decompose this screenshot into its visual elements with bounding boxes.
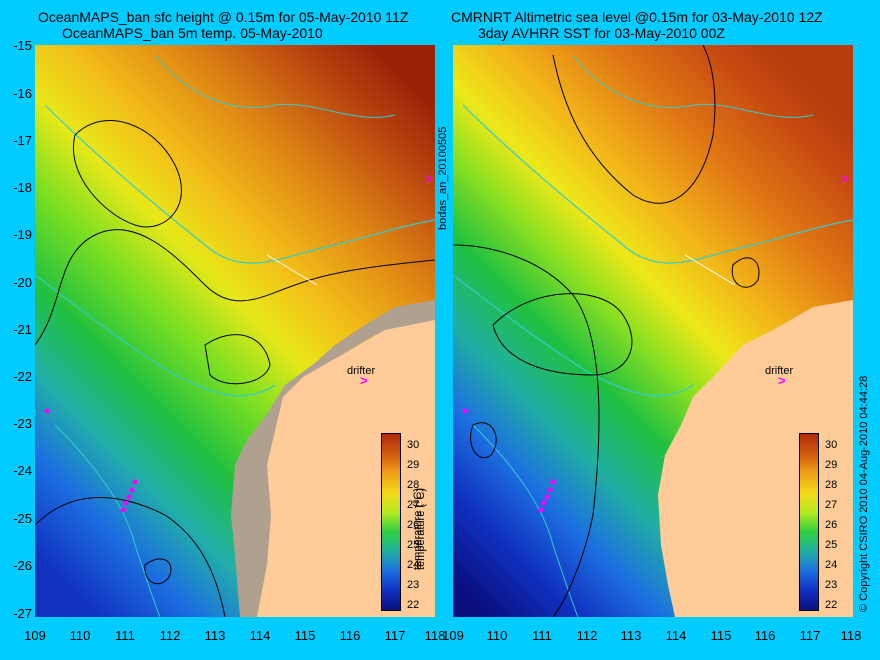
y-tick: -20 [13, 275, 32, 290]
y-tick: -18 [13, 180, 32, 195]
masked-land-band [231, 300, 435, 617]
x-tick: 115 [294, 628, 316, 643]
left-title-line2: OceanMAPS_ban 5m temp. 05-May-2010 [62, 25, 323, 41]
colorbar-title-right: temperature (°C) [412, 487, 424, 570]
y-tick: -16 [13, 86, 32, 101]
colorbar-tick: 28 [407, 479, 420, 491]
y-tick: -25 [13, 511, 32, 526]
x-tick: 111 [115, 628, 135, 643]
drifter-edge-arrow-icon: > [425, 171, 433, 186]
y-tick: -15 [13, 38, 32, 53]
colorbar-tick: 24 [825, 559, 838, 571]
right-title-line2: 3day AVHRR SST for 03-May-2010 00Z [478, 25, 725, 41]
x-tick: 117 [384, 628, 406, 643]
drifter-track [44, 408, 138, 513]
x-tick: 112 [576, 628, 598, 643]
x-tick: 117 [799, 628, 821, 643]
colorbar-tick: 27 [407, 499, 420, 511]
colorbar-left: 30 29 28 27 26 25 24 23 22 [381, 433, 441, 611]
left-map-panel[interactable]: drifter > > 30 29 28 27 26 25 24 23 22 t… [35, 45, 435, 617]
y-tick: -21 [13, 322, 32, 337]
y-tick: -24 [13, 463, 32, 478]
y-tick: -19 [13, 227, 32, 242]
y-tick: -17 [13, 133, 32, 148]
x-tick: 118 [840, 628, 862, 643]
drifter-arrow-icon: > [360, 373, 368, 388]
colorbar-tick: 28 [825, 479, 838, 491]
x-tick: 109 [442, 628, 464, 643]
colorbar-tick: 30 [407, 439, 420, 451]
run-label: bodas_an_20100505 [437, 126, 449, 230]
left-title-line1: OceanMAPS_ban sfc height @ 0.15m for 05-… [38, 9, 409, 25]
colorbar-tick: 25 [825, 539, 838, 551]
colorbar-gradient [381, 433, 401, 611]
x-tick: 116 [339, 628, 361, 643]
drifter-edge-arrow-icon: > [841, 171, 849, 186]
colorbar-tick: 30 [825, 439, 838, 451]
drifter-arrow-icon: > [778, 373, 786, 388]
x-tick: 112 [159, 628, 181, 643]
x-tick: 110 [69, 628, 91, 643]
right-title-line1: CMRNRT Altimetric sea level @0.15m for 0… [451, 9, 823, 25]
x-tick: 113 [204, 628, 226, 643]
colorbar-tick: 29 [407, 459, 420, 471]
drifter-label: drifter [765, 365, 794, 377]
colorbar-tick: 26 [407, 519, 420, 531]
y-tick: -26 [13, 558, 32, 573]
colorbar-tick: 29 [825, 459, 838, 471]
colorbar-tick: 23 [407, 579, 420, 591]
colorbar-tick: 22 [407, 599, 420, 611]
x-tick: 111 [532, 628, 552, 643]
copyright-label: © Copyright CSIRO 2010 04-Aug-2010 04:44… [858, 375, 870, 612]
x-tick: 115 [710, 628, 732, 643]
x-tick: 114 [249, 628, 271, 643]
x-tick: 109 [24, 628, 46, 643]
x-tick: 113 [620, 628, 642, 643]
colorbar-right: 30 29 28 27 26 25 24 23 22 [799, 433, 851, 611]
drifter-label: drifter [347, 365, 376, 377]
colorbar-tick: 25 [407, 539, 420, 551]
y-tick: -27 [13, 606, 32, 621]
x-tick: 116 [754, 628, 776, 643]
colorbar-gradient [799, 433, 819, 611]
colorbar-tick: 27 [825, 499, 838, 511]
colorbar-tick: 23 [825, 579, 838, 591]
colorbar-tick: 24 [407, 559, 420, 571]
colorbar-tick: 26 [825, 519, 838, 531]
x-tick: 110 [486, 628, 508, 643]
x-tick: 114 [665, 628, 687, 643]
y-tick: -23 [13, 416, 32, 431]
colorbar-tick: 22 [825, 599, 838, 611]
x-tick: 118 [424, 628, 446, 643]
right-map-panel[interactable]: drifter > > 30 29 28 27 26 25 24 23 22 [453, 45, 853, 617]
drifter-track [462, 408, 556, 513]
y-tick: -22 [13, 369, 32, 384]
